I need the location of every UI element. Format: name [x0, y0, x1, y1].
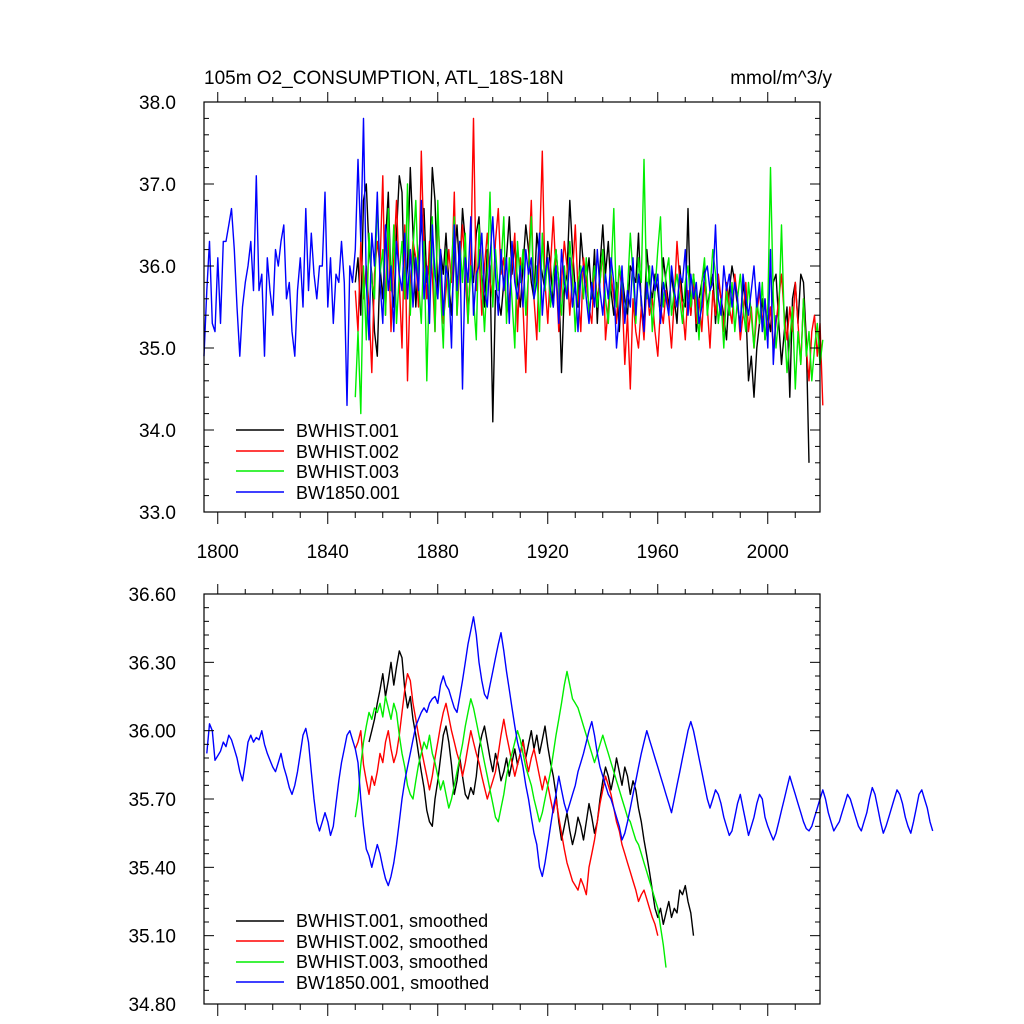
bottom-series-bw1850-001	[206, 616, 934, 887]
top-xtick-label: 1800	[197, 542, 239, 563]
bottom-axes-ticks: 34.80 35.10 35.40 35.70 36.00 36.30 36.60	[128, 584, 820, 1016]
legend-label-bwhist-003-smoothed: BWHIST.003, smoothed	[296, 952, 488, 972]
top-series-bwhist-001	[354, 166, 810, 463]
top-xtick-label: 1960	[637, 542, 679, 563]
top-xtick-label: 2000	[747, 542, 789, 563]
top-plot-frame	[203, 101, 821, 513]
bottom-series-bwhist-003	[354, 670, 667, 968]
top-chart-title: 105m O2_CONSUMPTION, ATL_18S-18N	[204, 68, 564, 89]
top-axes-ticks: 33.0 34.0 35.0 36.0 37.0 38.0 1800 1840 1880 1920…	[139, 92, 820, 563]
top-chart-units: mmol/m^3/y	[730, 68, 832, 89]
bottom-series-bwhist-002	[354, 673, 659, 936]
legend-label-bwhist-003: BWHIST.003	[296, 462, 399, 482]
top-xtick-label: 1840	[307, 542, 349, 563]
bottom-series-bwhist-001	[368, 650, 695, 936]
bottom-ytick-label: 35.40	[128, 858, 176, 879]
legend-label-bwhist-001: BWHIST.001	[296, 421, 399, 441]
top-xtick-label: 1880	[417, 542, 459, 563]
top-ytick-label: 37.0	[139, 175, 176, 196]
bottom-series-group	[206, 616, 934, 968]
top-ytick-label: 35.0	[139, 339, 176, 360]
bottom-ytick-label: 36.30	[128, 653, 176, 674]
top-ytick-label: 33.0	[139, 503, 176, 524]
bottom-ytick-label: 35.10	[128, 927, 176, 948]
top-legend: BWHIST.001 BWHIST.002 BWHIST.003 BW1850.…	[236, 421, 400, 503]
legend-label-bwhist-002: BWHIST.002	[296, 442, 399, 462]
top-series-bw1850-001	[203, 117, 777, 407]
legend-label-bwhist-002-smoothed: BWHIST.002, smoothed	[296, 932, 488, 952]
bottom-panel: 34.80 35.10 35.40 35.70 36.00 36.30 36.60 BWHI…	[128, 584, 934, 1016]
legend-label-bw1850-001: BW1850.001	[296, 483, 400, 503]
top-series-group	[203, 117, 824, 463]
top-xtick-label: 1920	[527, 542, 569, 563]
top-panel: 105m O2_CONSUMPTION, ATL_18S-18N mmol/m^…	[139, 68, 832, 563]
bottom-ytick-label: 36.00	[128, 722, 176, 743]
bottom-ytick-label: 34.80	[128, 995, 176, 1016]
bottom-ytick-label: 35.70	[128, 790, 176, 811]
legend-label-bw1850-001-smoothed: BW1850.001, smoothed	[296, 973, 489, 993]
bottom-legend: BWHIST.001, smoothed BWHIST.002, smoothe…	[236, 911, 489, 993]
top-ytick-label: 34.0	[139, 421, 176, 442]
top-ytick-label: 36.0	[139, 257, 176, 278]
bottom-plot-frame	[203, 593, 821, 1005]
top-ytick-label: 38.0	[139, 93, 176, 114]
legend-label-bwhist-001-smoothed: BWHIST.001, smoothed	[296, 911, 488, 931]
bottom-ytick-label: 36.60	[128, 585, 176, 606]
